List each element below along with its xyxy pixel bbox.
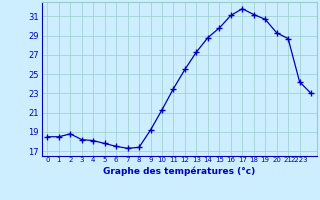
X-axis label: Graphe des températures (°c): Graphe des températures (°c) bbox=[103, 166, 255, 176]
